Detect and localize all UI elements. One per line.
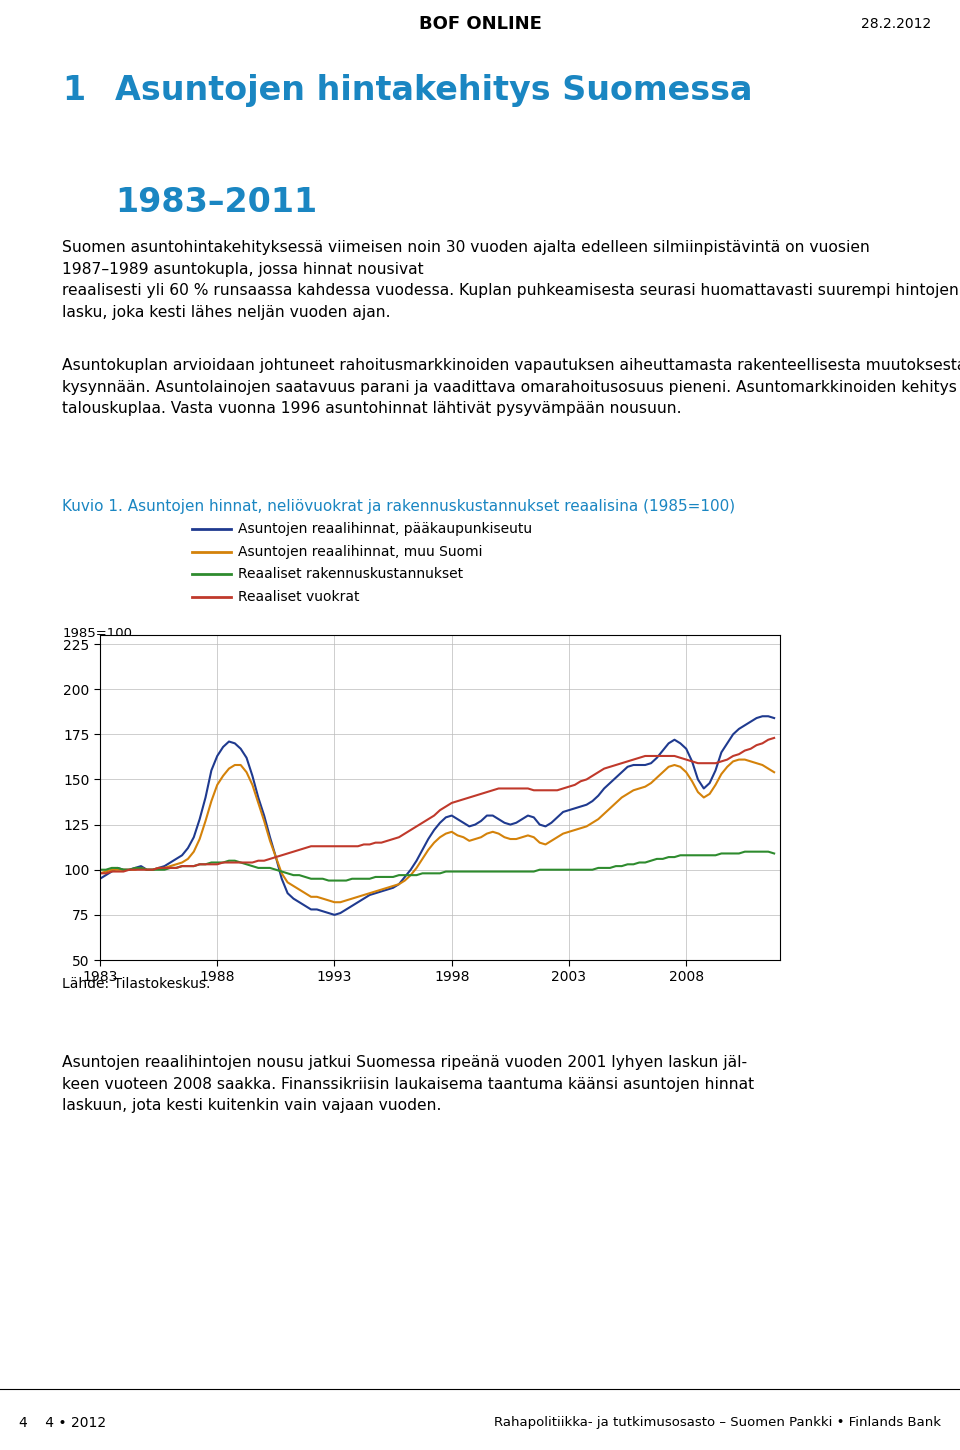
Text: Reaaliset rakennuskustannukset: Reaaliset rakennuskustannukset [237,567,463,581]
Text: Reaaliset vuokrat: Reaaliset vuokrat [237,590,359,605]
Text: Lähde: Tilastokeskus.: Lähde: Tilastokeskus. [62,977,211,990]
Text: Asuntojen hintakehitys Suomessa: Asuntojen hintakehitys Suomessa [115,74,753,107]
Text: Kuvio 1. Asuntojen hinnat, neliövuokrat ja rakennuskustannukset reaalisina (1985: Kuvio 1. Asuntojen hinnat, neliövuokrat … [62,499,735,513]
Text: 1: 1 [62,74,85,107]
Text: 28.2.2012: 28.2.2012 [861,17,931,30]
Text: BOF ONLINE: BOF ONLINE [419,14,541,33]
Text: Suomen asuntohintakehityksessä viimeisen noin 30 vuoden ajalta edelleen silmiinp: Suomen asuntohintakehityksessä viimeisen… [62,241,959,320]
Text: Asuntojen reaalihinnat, muu Suomi: Asuntojen reaalihinnat, muu Suomi [237,545,482,560]
Text: Asuntojen reaalihinnat, pääkaupunkiseutu: Asuntojen reaalihinnat, pääkaupunkiseutu [237,522,532,536]
Text: 4    4 • 2012: 4 4 • 2012 [19,1415,107,1430]
Text: Rahapolitiikka- ja tutkimusosasto – Suomen Pankki • Finlands Bank: Rahapolitiikka- ja tutkimusosasto – Suom… [493,1417,941,1430]
Text: Asuntokuplan arvioidaan johtuneet rahoitusmarkkinoiden vapautuksen aiheuttamasta: Asuntokuplan arvioidaan johtuneet rahoit… [62,358,960,416]
Text: 1983–2011: 1983–2011 [115,186,318,219]
Text: 1985=100: 1985=100 [62,626,132,639]
Text: Asuntojen reaalihintojen nousu jatkui Suomessa ripeänä vuoden 2001 lyhyen laskun: Asuntojen reaalihintojen nousu jatkui Su… [62,1056,755,1114]
